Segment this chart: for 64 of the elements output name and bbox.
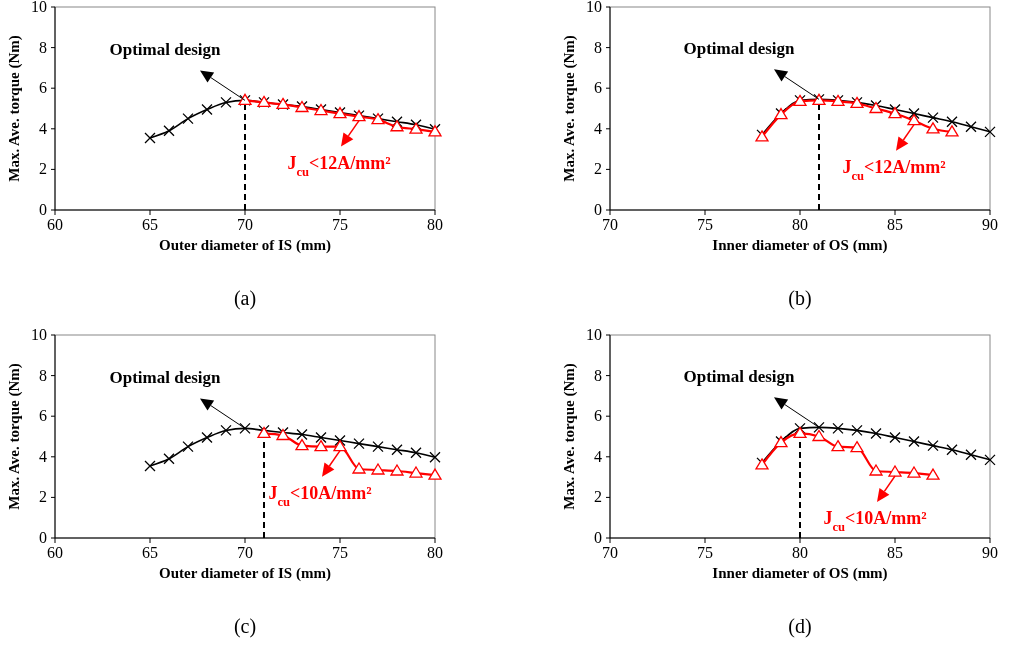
y-tick-label: 4 xyxy=(594,447,602,465)
y-tick-label: 10 xyxy=(586,326,602,343)
x-tick-label: 90 xyxy=(982,216,998,233)
y-tick-label: 8 xyxy=(39,366,47,384)
y-tick-label: 6 xyxy=(594,407,602,425)
y-tick-label: 2 xyxy=(39,488,47,506)
annotation: J$_{cu}$<10A/mm² xyxy=(268,482,372,509)
x-tick-label: 70 xyxy=(237,216,253,233)
text: (c) xyxy=(233,615,257,638)
y-tick-label: 8 xyxy=(594,366,602,384)
y-tick-label: 0 xyxy=(594,529,602,546)
x-tick-label: 75 xyxy=(697,544,713,561)
x-tick-label: 75 xyxy=(697,216,713,233)
text: (a) xyxy=(233,287,257,310)
y-tick-label: 2 xyxy=(594,160,602,178)
x-tick-label: 60 xyxy=(47,544,63,561)
annotation: J$_{cu}$<12A/mm² xyxy=(842,156,946,183)
x-tick-label: 70 xyxy=(602,544,618,561)
y-tick-label: 6 xyxy=(39,407,47,425)
y-tick-label: 10 xyxy=(31,326,47,343)
y-tick-label: 2 xyxy=(39,160,47,178)
x-tick-label: 75 xyxy=(332,216,348,233)
y-tick-label: 6 xyxy=(594,79,602,97)
y-tick-label: 0 xyxy=(39,529,47,546)
y-tick-label: 10 xyxy=(586,0,602,15)
x-tick-label: 65 xyxy=(142,544,158,561)
annotation: Optimal design xyxy=(683,367,796,387)
x-tick-label: 90 xyxy=(982,544,998,561)
y-tick-label: 8 xyxy=(39,38,47,56)
x-axis-title: Outer diameter of IS (mm) xyxy=(159,565,331,582)
y-tick-label: 8 xyxy=(594,38,602,56)
y-tick-label: 0 xyxy=(594,201,602,218)
y-tick-label: 6 xyxy=(39,79,47,97)
x-tick-label: 80 xyxy=(427,216,443,233)
x-tick-label: 80 xyxy=(792,216,808,233)
annotation: J$_{cu}$<10A/mm² xyxy=(823,508,927,535)
y-tick-label: 2 xyxy=(594,488,602,506)
x-axis-title: Inner diameter of OS (mm) xyxy=(712,565,888,582)
x-tick-label: 85 xyxy=(887,216,903,233)
y-axis-title: Max. Ave. torque (Nm) xyxy=(561,35,578,182)
text: (b) xyxy=(788,287,812,310)
y-tick-label: 0 xyxy=(39,201,47,218)
x-tick-label: 85 xyxy=(887,544,903,561)
y-tick-label: 4 xyxy=(594,119,602,137)
annotation: J$_{cu}$<12A/mm² xyxy=(287,152,391,179)
x-tick-label: 80 xyxy=(427,544,443,561)
x-tick-label: 75 xyxy=(332,544,348,561)
x-tick-label: 80 xyxy=(792,544,808,561)
y-tick-label: 4 xyxy=(39,119,47,137)
annotation: Optimal design xyxy=(109,40,222,60)
y-tick-label: 4 xyxy=(39,447,47,465)
x-axis-title: Inner diameter of OS (mm) xyxy=(712,237,888,254)
x-tick-label: 70 xyxy=(602,216,618,233)
y-axis-title: Max. Ave. torque (Nm) xyxy=(6,363,23,510)
x-tick-label: 70 xyxy=(237,544,253,561)
x-tick-label: 60 xyxy=(47,216,63,233)
y-tick-label: 10 xyxy=(31,0,47,15)
annotation: Optimal design xyxy=(109,368,222,388)
y-axis-title: Max. Ave. torque (Nm) xyxy=(6,35,23,182)
x-axis-title: Outer diameter of IS (mm) xyxy=(159,237,331,254)
annotation: Optimal design xyxy=(683,39,796,59)
y-axis-title: Max. Ave. torque (Nm) xyxy=(561,363,578,510)
x-tick-label: 65 xyxy=(142,216,158,233)
text: (d) xyxy=(788,615,812,638)
